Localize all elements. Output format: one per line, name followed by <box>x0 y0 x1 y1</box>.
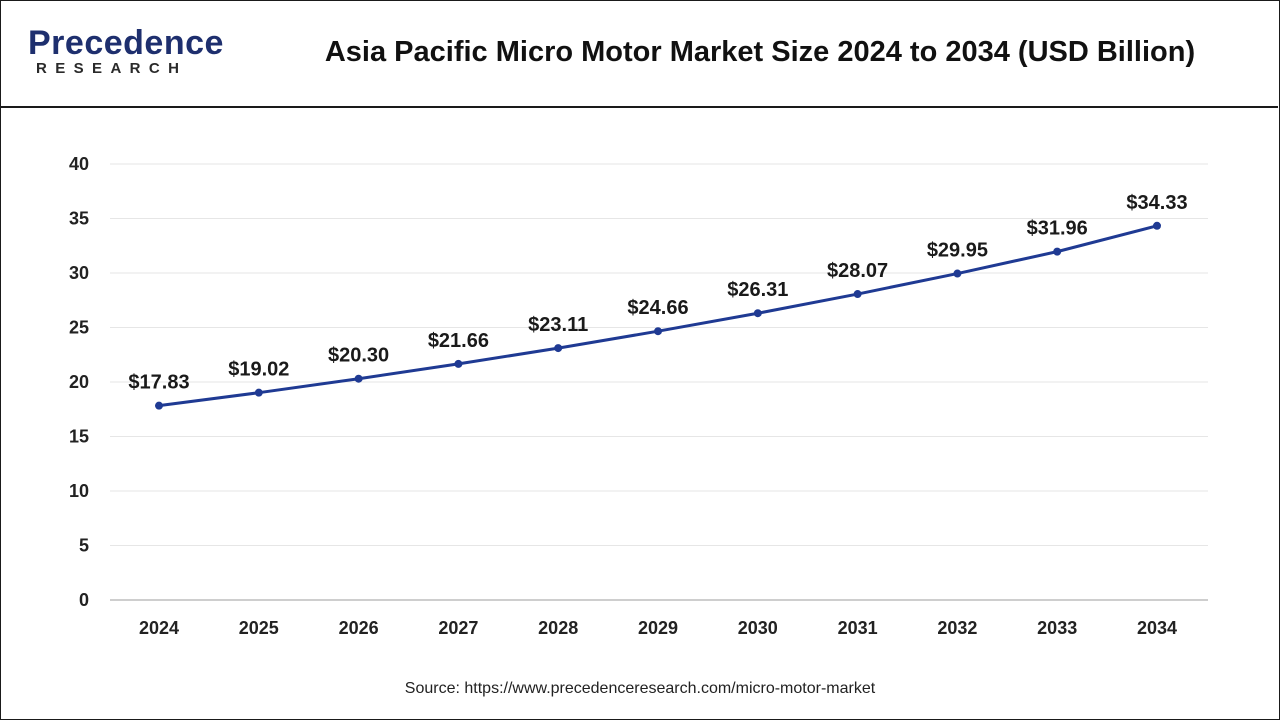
brand-logo-name: Precedence <box>28 24 224 62</box>
data-label: $24.66 <box>627 297 688 319</box>
data-point <box>155 401 163 410</box>
data-point <box>853 290 862 299</box>
data-label: $19.02 <box>228 359 289 381</box>
source-note: Source: https://www.precedenceresearch.c… <box>404 680 876 697</box>
y-tick-label: 5 <box>79 536 89 556</box>
y-tick-label: 10 <box>69 481 89 501</box>
y-tick-label: 40 <box>69 154 89 174</box>
x-tick-label: 2024 <box>139 618 179 638</box>
x-tick-label: 2025 <box>239 618 279 638</box>
header-bar: Precedence RESEARCH Asia Pacific Micro M… <box>0 0 1278 108</box>
data-label: $28.07 <box>827 260 888 282</box>
x-tick-label: 2028 <box>538 618 578 638</box>
data-label: $26.31 <box>727 279 788 301</box>
y-tick-label: 35 <box>69 209 89 229</box>
data-label: $17.83 <box>128 372 189 394</box>
x-tick-label: 2033 <box>1037 618 1077 638</box>
brand-logo-tagline: RESEARCH <box>36 60 188 77</box>
y-tick-label: 15 <box>69 427 89 447</box>
data-label: $20.30 <box>328 345 389 367</box>
data-label: $31.96 <box>1027 218 1088 240</box>
x-tick-label: 2031 <box>838 618 878 638</box>
x-tick-label: 2027 <box>438 618 478 638</box>
y-tick-label: 20 <box>69 372 89 392</box>
data-point <box>254 388 263 397</box>
x-tick-label: 2026 <box>339 618 379 638</box>
data-point <box>454 359 463 368</box>
data-point <box>1153 221 1161 230</box>
data-point <box>953 269 962 278</box>
y-tick-label: 0 <box>79 590 89 610</box>
data-point <box>753 309 762 318</box>
x-tick-label: 2030 <box>738 618 778 638</box>
brand-logo: Precedence RESEARCH <box>28 24 228 84</box>
chart-title: Asia Pacific Micro Motor Market Size 202… <box>324 36 1196 68</box>
data-label: $23.11 <box>528 314 588 336</box>
data-label: $29.95 <box>927 240 988 262</box>
data-point <box>554 344 563 353</box>
x-tick-label: 2034 <box>1137 618 1177 638</box>
data-label: $21.66 <box>428 330 489 352</box>
data-point <box>654 327 662 336</box>
y-tick-label: 25 <box>69 318 89 338</box>
x-tick-label: 2032 <box>937 618 977 638</box>
x-tick-label: 2029 <box>638 618 678 638</box>
data-point <box>354 374 363 383</box>
data-label: $34.33 <box>1126 192 1187 214</box>
data-point <box>1053 247 1062 256</box>
y-tick-label: 30 <box>69 263 89 283</box>
